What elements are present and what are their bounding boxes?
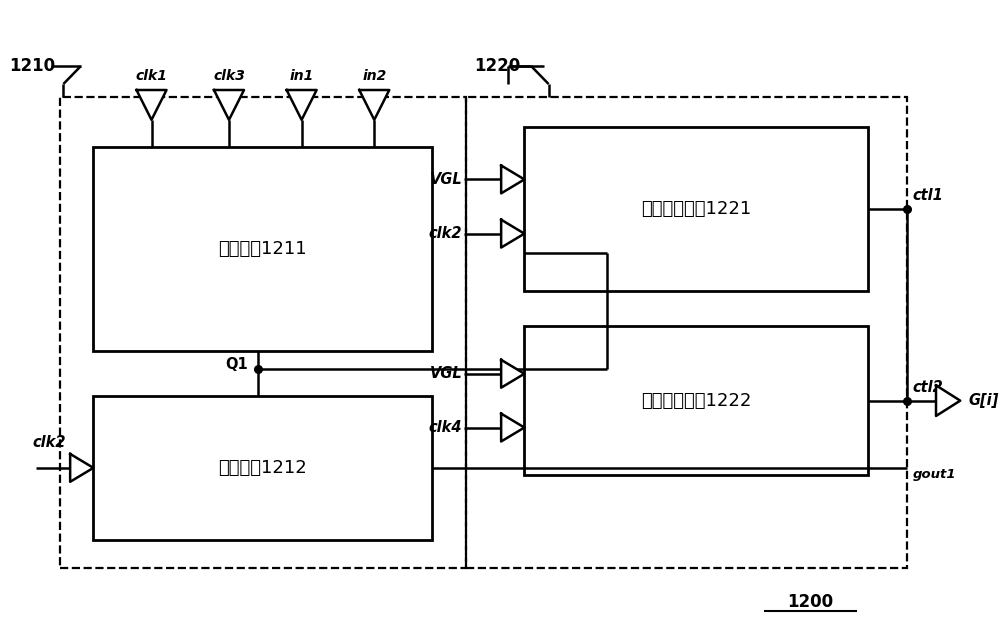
Bar xyxy=(524,326,868,476)
Bar xyxy=(93,395,432,540)
Text: in2: in2 xyxy=(362,69,386,83)
Text: 1200: 1200 xyxy=(787,593,833,611)
Text: 第一下拉模块1221: 第一下拉模块1221 xyxy=(641,200,751,218)
Text: in1: in1 xyxy=(290,69,314,83)
Text: 输出模块1212: 输出模块1212 xyxy=(219,459,307,477)
Bar xyxy=(93,147,432,351)
Polygon shape xyxy=(287,90,317,120)
Polygon shape xyxy=(501,165,524,194)
Text: 输入模块1211: 输入模块1211 xyxy=(219,240,307,258)
Polygon shape xyxy=(70,454,93,482)
Polygon shape xyxy=(214,90,244,120)
Polygon shape xyxy=(936,385,960,416)
Text: clk3: clk3 xyxy=(213,69,245,83)
Bar xyxy=(466,97,907,568)
Text: VGL: VGL xyxy=(430,172,462,187)
Text: 1220: 1220 xyxy=(474,57,520,75)
Text: ctl2: ctl2 xyxy=(913,379,944,395)
Polygon shape xyxy=(359,90,389,120)
Text: ctl1: ctl1 xyxy=(913,188,944,203)
Polygon shape xyxy=(501,413,524,442)
Text: clk2: clk2 xyxy=(429,226,462,241)
Polygon shape xyxy=(501,220,524,247)
Text: clk4: clk4 xyxy=(429,420,462,435)
Polygon shape xyxy=(501,360,524,388)
Polygon shape xyxy=(136,90,167,120)
Bar xyxy=(60,97,466,568)
Text: clk1: clk1 xyxy=(136,69,167,83)
Text: Q1: Q1 xyxy=(226,357,248,372)
Text: gout1: gout1 xyxy=(913,468,956,481)
Text: G[i]: G[i] xyxy=(968,393,998,408)
Text: 第二下拉模块1222: 第二下拉模块1222 xyxy=(641,392,751,410)
Bar xyxy=(524,127,868,291)
Text: 1210: 1210 xyxy=(9,57,55,75)
Text: clk2: clk2 xyxy=(32,435,66,451)
Text: VGL: VGL xyxy=(430,366,462,381)
